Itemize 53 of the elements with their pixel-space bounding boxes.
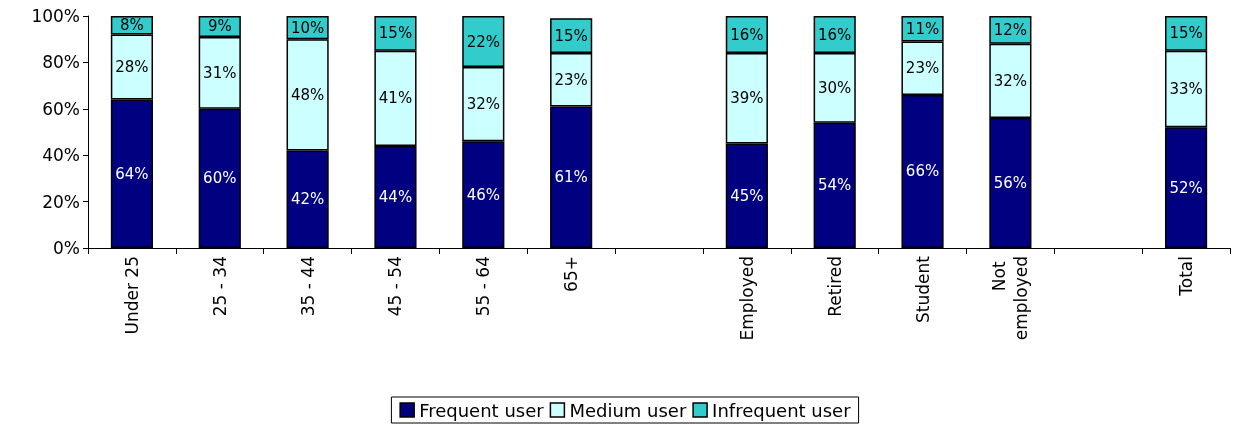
data-label: 61% bbox=[554, 168, 588, 187]
data-label: 45% bbox=[730, 186, 764, 205]
data-label: 54% bbox=[818, 176, 852, 195]
data-label: 33% bbox=[1169, 80, 1203, 99]
x-tick-label: 35 - 44 bbox=[297, 256, 318, 317]
data-label: 31% bbox=[203, 63, 237, 82]
data-label: 64% bbox=[115, 164, 149, 183]
data-label: 22% bbox=[466, 32, 500, 51]
data-label: 23% bbox=[554, 70, 588, 89]
data-label: 15% bbox=[378, 24, 413, 43]
x-tick-label: Student bbox=[912, 255, 933, 323]
x-tick-label: Retired bbox=[824, 256, 845, 317]
data-label: 12% bbox=[993, 20, 1028, 39]
x-tick-label: Under 25 bbox=[121, 256, 142, 335]
legend-label: Medium user bbox=[569, 399, 687, 421]
data-label: 23% bbox=[905, 59, 940, 78]
data-label: 28% bbox=[115, 58, 149, 77]
data-label: 15% bbox=[1169, 24, 1203, 43]
data-label: 8% bbox=[120, 16, 144, 35]
x-tick-label: 55 - 64 bbox=[473, 256, 494, 317]
data-label: 16% bbox=[730, 25, 764, 44]
y-tick-label: 80% bbox=[42, 52, 80, 73]
data-label: 44% bbox=[378, 187, 413, 206]
legend-label: Frequent user bbox=[419, 399, 545, 421]
y-tick-label: 100% bbox=[31, 6, 80, 26]
data-label: 66% bbox=[905, 162, 940, 181]
x-tick-label: 65+ bbox=[561, 256, 582, 292]
x-tick-label: 45 - 54 bbox=[385, 256, 406, 317]
y-tick-label: 20% bbox=[42, 191, 80, 212]
data-label: 10% bbox=[290, 18, 325, 37]
data-label: 11% bbox=[905, 19, 940, 38]
x-tick-label: 25 - 34 bbox=[209, 256, 230, 317]
data-label: 46% bbox=[466, 185, 500, 204]
data-label: 42% bbox=[290, 190, 325, 209]
x-tick-label: Not employed bbox=[989, 256, 1032, 341]
x-tick-label: Employed bbox=[736, 256, 757, 341]
data-label: 48% bbox=[290, 85, 325, 104]
legend-label: Infrequent user bbox=[712, 399, 852, 421]
x-tick-label: Total bbox=[1176, 256, 1197, 297]
data-label: 56% bbox=[993, 174, 1028, 193]
data-label: 52% bbox=[1169, 178, 1203, 197]
data-label: 41% bbox=[378, 89, 413, 108]
data-label: 60% bbox=[203, 169, 237, 188]
data-label: 39% bbox=[730, 89, 764, 108]
data-label: 32% bbox=[466, 95, 500, 114]
data-label: 9% bbox=[207, 17, 232, 36]
data-label: 16% bbox=[818, 25, 852, 44]
data-label: 32% bbox=[993, 71, 1028, 90]
y-tick-label: 40% bbox=[42, 145, 80, 166]
y-tick-label: 60% bbox=[42, 98, 80, 119]
data-label: 15% bbox=[554, 26, 588, 45]
data-label: 30% bbox=[818, 78, 852, 97]
y-tick-label: 0% bbox=[53, 238, 80, 258]
